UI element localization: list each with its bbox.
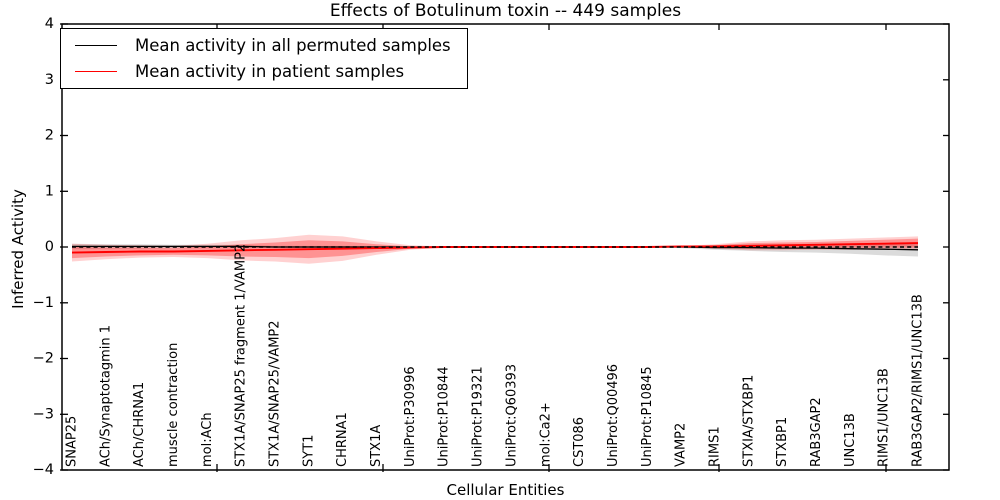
y-tick-label: 3 xyxy=(45,72,54,88)
legend-entry: Mean activity in all permuted samples xyxy=(75,36,451,55)
category-label: ACh/CHRNA1 xyxy=(132,382,147,467)
category-label: RAB3GAP2 xyxy=(809,397,824,467)
category-label: muscle contraction xyxy=(166,343,181,467)
category-label: SYT1 xyxy=(301,435,316,467)
category-label: VAMP2 xyxy=(674,423,689,467)
y-tick-label: −3 xyxy=(33,406,54,422)
category-label: ACh/Synaptotagmin 1 xyxy=(98,325,113,467)
category-label: STXBP1 xyxy=(775,417,790,467)
category-label: UniProt:P19321 xyxy=(471,366,486,467)
category-label: UniProt:P10844 xyxy=(437,366,452,467)
category-label: STX1A xyxy=(369,425,384,467)
category-label: STXIA/STXBP1 xyxy=(741,375,756,467)
series-line-1 xyxy=(71,242,919,254)
y-tick-label: −1 xyxy=(33,295,54,311)
category-label: CHRNA1 xyxy=(335,412,350,467)
category-label: mol:ACh xyxy=(200,412,215,467)
chart-title: Effects of Botulinum toxin -- 449 sample… xyxy=(329,1,682,21)
y-tick-label: −2 xyxy=(33,351,54,367)
category-label: SNAP25 xyxy=(65,416,80,467)
legend-entry: Mean activity in patient samples xyxy=(75,62,451,81)
category-label: RAB3GAP2/RIMS1/UNC13B xyxy=(911,294,926,467)
y-tick-label: 1 xyxy=(45,183,54,199)
legend-label: Mean activity in patient samples xyxy=(135,62,405,81)
category-label: STX1A/SNAP25 fragment 1/VAMP2 xyxy=(234,244,249,467)
legend-line-swatch xyxy=(75,45,117,46)
patient-samples-outer-band xyxy=(72,234,918,264)
legend-line-swatch xyxy=(75,71,117,72)
category-label: STX1A/SNAP25/VAMP2 xyxy=(268,320,283,467)
category-label: RIMS1 xyxy=(707,426,722,467)
category-label: UNC13B xyxy=(843,413,858,467)
y-tick-label: 0 xyxy=(45,239,54,255)
category-label: UniProt:Q00496 xyxy=(606,364,621,467)
category-label: UniProt:P30996 xyxy=(403,366,418,467)
y-tick-label: 2 xyxy=(45,128,54,144)
y-tick-label: 4 xyxy=(45,16,54,32)
y-tick-label: −4 xyxy=(33,462,54,478)
category-label: CST086 xyxy=(572,417,587,467)
x-axis-label: Cellular Entities xyxy=(446,481,565,499)
category-label: UniProt:P10845 xyxy=(640,366,655,467)
category-label: mol:Ca2+ xyxy=(538,402,553,467)
category-label: RIMS1/UNC13B xyxy=(877,368,892,467)
legend-label: Mean activity in all permuted samples xyxy=(135,36,451,55)
legend: Mean activity in all permuted samples Mea… xyxy=(60,28,468,89)
patient-samples-inner-band xyxy=(72,238,918,259)
category-label: UniProt:Q60393 xyxy=(504,364,519,467)
